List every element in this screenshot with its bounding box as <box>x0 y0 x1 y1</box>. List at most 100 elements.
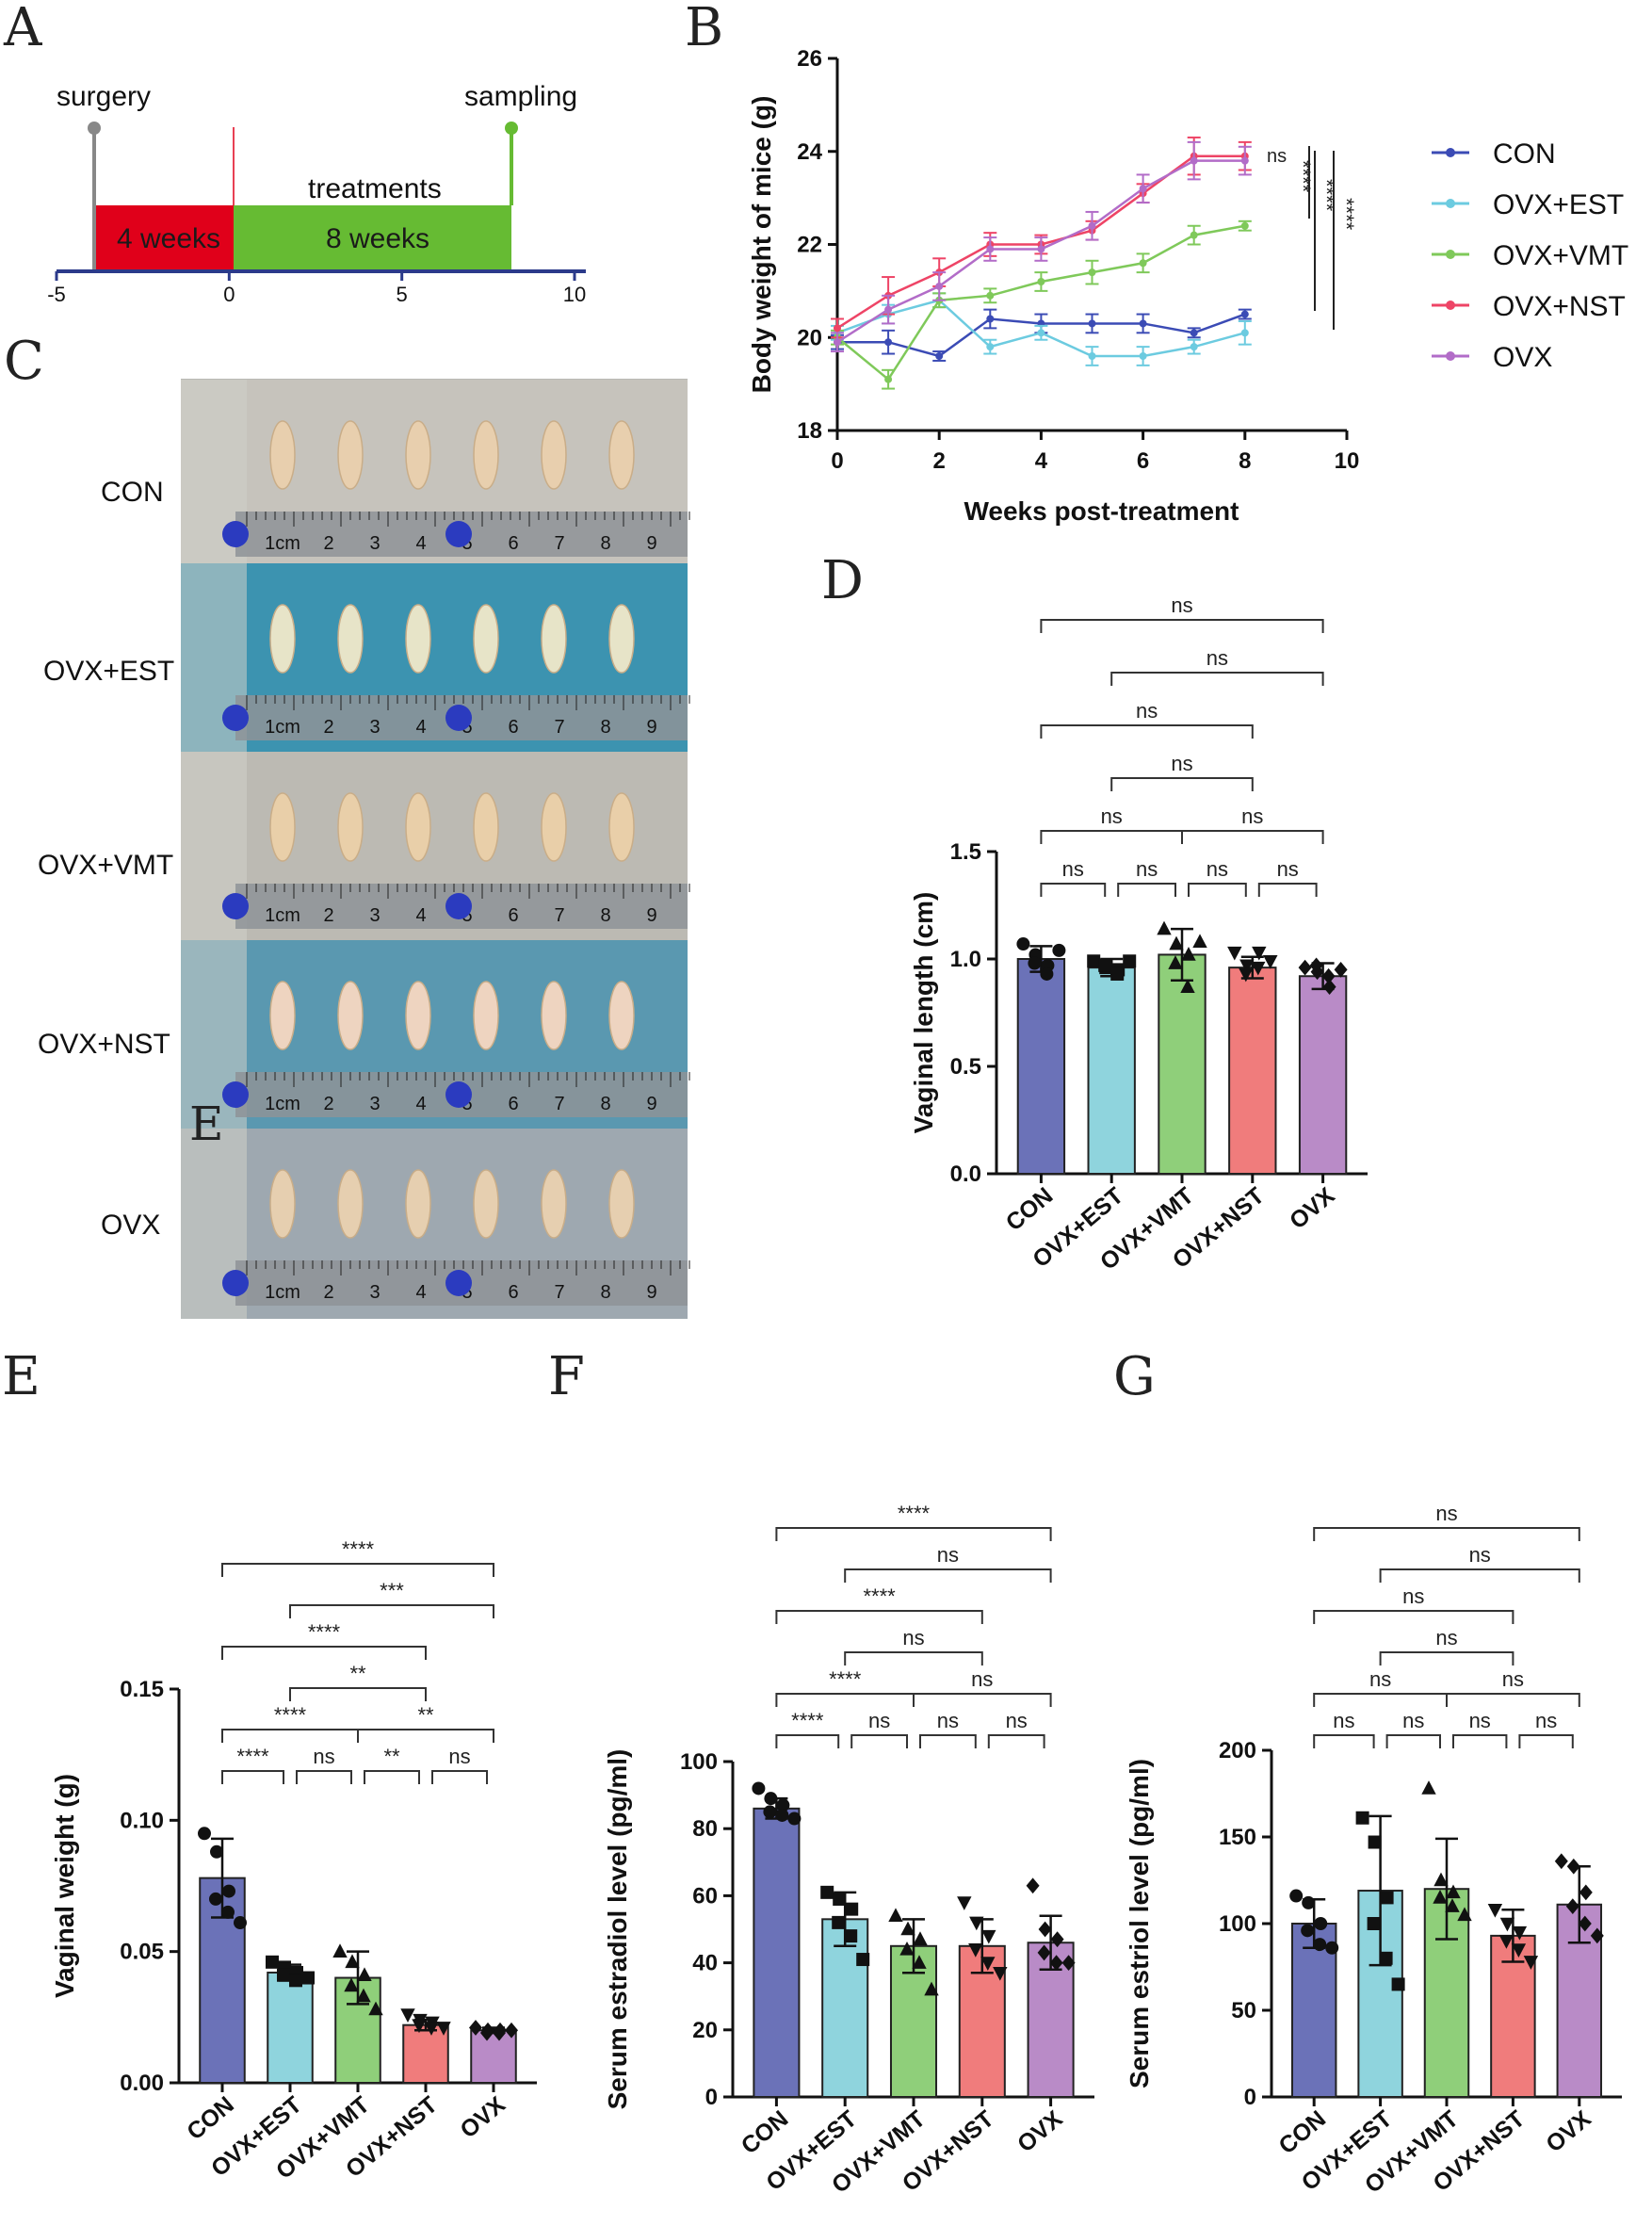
data-point <box>1590 1927 1604 1944</box>
photo-ruler-number: 8 <box>600 533 610 554</box>
comparison-bracket <box>1385 1734 1441 1748</box>
photo-ruler-number: 1cm <box>265 905 300 926</box>
photo-label-ovx-vmt: OVX+VMT <box>38 850 173 881</box>
significance-label: ns <box>1469 1543 1491 1567</box>
data-point <box>1334 962 1348 978</box>
bar-ovx-est <box>267 1971 314 2084</box>
data-point <box>1313 1938 1327 1952</box>
data-point <box>1446 1884 1461 1899</box>
data-point <box>424 2022 439 2036</box>
legend-label: OVX+VMT <box>1493 240 1628 271</box>
data-point <box>820 1885 834 1899</box>
data-point <box>1554 1853 1568 1870</box>
significance-label: ns <box>1241 804 1263 828</box>
surgery-label: surgery <box>57 81 151 112</box>
comparison-bracket <box>1313 1610 1514 1624</box>
comparison-bracket <box>289 1687 427 1701</box>
bar-ovx-est <box>821 1918 869 2098</box>
photo-ruler-number: 9 <box>646 533 656 554</box>
photo-ruler-number: 7 <box>554 905 564 926</box>
legend-label: OVX+NST <box>1493 291 1626 322</box>
comparison-bracket <box>1040 883 1107 897</box>
vagina-tissue-specimen <box>608 792 635 862</box>
body-weight-legend: CON OVX+EST OVX+VMT OVX+NST OVX <box>1432 138 1628 373</box>
panel-letter-a: A <box>3 0 42 58</box>
photo-ruler-number: 2 <box>323 1282 333 1303</box>
data-point <box>368 2001 383 2016</box>
comparison-bracket <box>1181 830 1324 844</box>
y-tick-label: 0 <box>705 2085 718 2110</box>
data-point <box>480 2024 494 2041</box>
data-point <box>775 1808 789 1822</box>
comparison-bracket <box>357 1729 494 1743</box>
y-axis-title: Vaginal length (cm) <box>909 892 938 1134</box>
photo-ruler-number: 3 <box>369 717 380 738</box>
significance-label: ns <box>1267 146 1287 167</box>
timeline-tick-label: 0 <box>223 283 235 306</box>
legend-label: OVX <box>1493 342 1552 373</box>
data-point <box>1049 1955 1063 1971</box>
photo-ruler-badge <box>222 1270 249 1296</box>
significance-label: **** <box>1335 198 1358 231</box>
data-point <box>787 1812 802 1826</box>
phase-4-weeks-bar <box>94 205 234 269</box>
vagina-tissue-specimen <box>337 792 364 862</box>
legend-marker <box>1446 148 1455 157</box>
bar-ovx-vmt <box>1158 953 1207 1175</box>
data-point <box>332 1943 348 1958</box>
data-point <box>1110 967 1125 981</box>
data-point <box>1168 955 1183 969</box>
vagina-tissue-specimen <box>337 604 364 674</box>
comparison-bracket <box>1452 1734 1508 1748</box>
data-point <box>1498 1935 1514 1949</box>
comparison-bracket <box>1117 883 1176 897</box>
comparison-bracket <box>1040 724 1254 739</box>
photo-ruler-number: 2 <box>323 905 333 926</box>
y-tick-label: 0.15 <box>120 1677 164 1702</box>
panel-letter-b: B <box>685 0 723 58</box>
data-point <box>1139 259 1147 268</box>
data-point <box>1421 1780 1436 1795</box>
significance-label: ** <box>417 1703 434 1727</box>
data-point <box>752 1781 766 1795</box>
photo-ruler-number: 4 <box>415 533 426 554</box>
x-tick-label: 0 <box>831 448 843 474</box>
data-point <box>986 245 995 253</box>
vagina-tissue-specimen <box>337 420 364 490</box>
y-tick-label: 18 <box>797 418 822 444</box>
y-tick-label: 80 <box>692 1816 718 1842</box>
data-point <box>1367 1917 1381 1930</box>
data-point <box>1289 1889 1304 1903</box>
significance-label: ns <box>902 1626 924 1649</box>
phase2-label: 8 weeks <box>326 223 429 254</box>
timeline-tick-label: -5 <box>47 283 66 306</box>
legend-label: OVX+EST <box>1493 189 1624 220</box>
photo-ruler-number: 3 <box>369 1282 380 1303</box>
data-point <box>884 375 893 383</box>
significance-label: ns <box>971 1667 993 1691</box>
legend-marker <box>1446 250 1455 259</box>
vagina-tissue-specimen <box>541 981 567 1050</box>
x-category-label: OVX <box>1541 2105 1596 2158</box>
photo-ruler-number: 7 <box>554 1094 564 1114</box>
comparison-bracket <box>1110 672 1324 686</box>
x-tick-label: 6 <box>1137 448 1149 474</box>
vagina-tissue-specimen <box>269 792 296 862</box>
data-point <box>1139 319 1147 328</box>
photo-label-con: CON <box>101 477 164 508</box>
significance-label: ns <box>1101 804 1123 828</box>
y-tick-label: 0 <box>1244 2085 1256 2110</box>
x-tick-label: 8 <box>1239 448 1251 474</box>
significance-label: ns <box>1402 1584 1424 1608</box>
data-point <box>301 1971 315 1985</box>
photo-ruler-number: 8 <box>600 1282 610 1303</box>
data-point <box>1037 245 1045 253</box>
panel-letter-f: F <box>548 1346 585 1407</box>
data-point <box>505 2022 518 2039</box>
data-point <box>1088 319 1096 328</box>
data-point <box>856 1953 870 1967</box>
data-point <box>1457 1907 1472 1922</box>
vagina-tissue-specimen <box>337 981 364 1050</box>
